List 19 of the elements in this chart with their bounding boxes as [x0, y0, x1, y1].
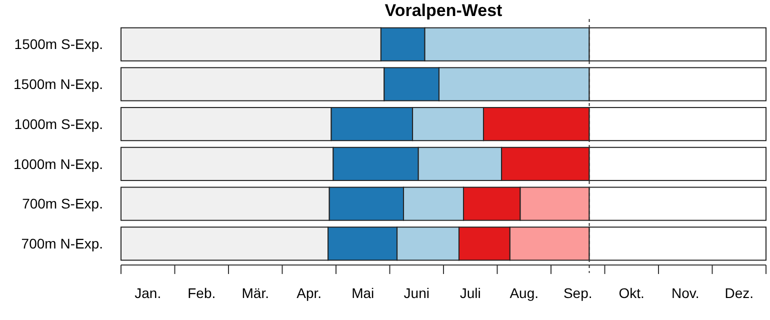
- text: Okt.: [618, 285, 644, 301]
- text: Mär.: [242, 285, 269, 301]
- text: Aug.: [510, 285, 539, 301]
- text: Dez.: [724, 285, 754, 301]
- text: Feb.: [188, 285, 216, 301]
- y-tick-label: 1000m N-Exp.: [14, 156, 103, 172]
- chart-title: Voralpen-West: [384, 1, 503, 20]
- text: Nov.: [672, 285, 700, 301]
- text: Juli: [460, 285, 481, 301]
- text: Mai: [352, 285, 374, 301]
- y-tick-label: 1500m N-Exp.: [14, 76, 103, 92]
- text: Juni: [404, 285, 430, 301]
- text: Jan.: [134, 285, 162, 301]
- y-tick-label: 1500m S-Exp.: [14, 36, 103, 52]
- y-tick-label: 1000m S-Exp.: [14, 116, 103, 132]
- text: Sep.: [563, 285, 592, 301]
- y-tick-label: 700m N-Exp.: [21, 236, 103, 252]
- y-tick-label: 700m S-Exp.: [22, 196, 103, 212]
- text: Apr.: [296, 285, 322, 301]
